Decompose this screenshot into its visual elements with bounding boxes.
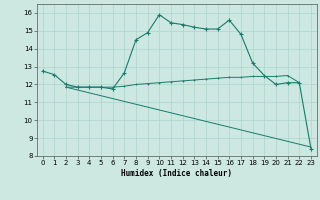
X-axis label: Humidex (Indice chaleur): Humidex (Indice chaleur)	[121, 169, 232, 178]
